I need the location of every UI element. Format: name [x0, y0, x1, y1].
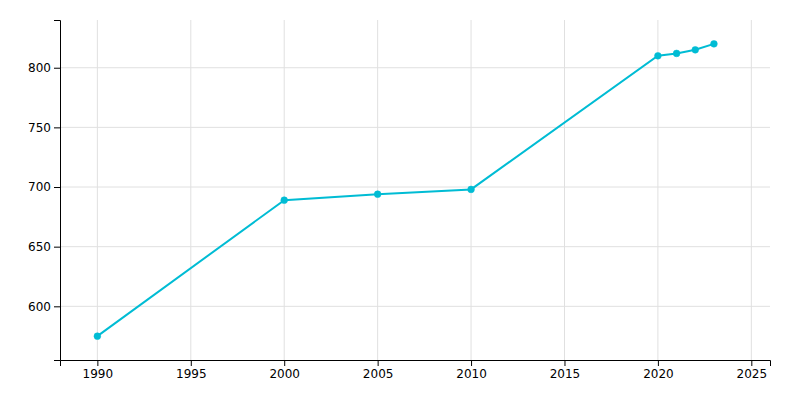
tick-label: 2020 — [643, 367, 674, 381]
marker — [692, 46, 699, 53]
marker — [281, 197, 288, 204]
marker — [655, 52, 662, 59]
axis-line — [61, 361, 771, 367]
tick: 600 — [28, 300, 60, 314]
marker — [673, 50, 680, 57]
tick-label: 1990 — [83, 367, 114, 381]
tick-label: 800 — [28, 61, 51, 75]
tick: 700 — [28, 180, 60, 194]
tick: 2025 — [737, 360, 768, 381]
tick-mark — [284, 360, 285, 366]
tick-mark — [751, 360, 752, 366]
series — [94, 40, 717, 339]
tick-label: 2015 — [550, 367, 581, 381]
tick-label: 2005 — [363, 367, 394, 381]
grid-line-x — [284, 20, 285, 360]
tick-mark — [658, 360, 659, 366]
plot: 1990 1995 2000 2005 2010 2015 2020 2025 600 650 70… — [28, 20, 770, 381]
grid-line-y — [60, 246, 770, 247]
tick-mark — [471, 360, 472, 366]
tick-mark — [54, 187, 60, 188]
tick: 2010 — [456, 360, 487, 381]
tick-label: 2000 — [269, 367, 300, 381]
y-axis: 600 650 700 750 800 — [28, 21, 60, 361]
tick-label: 600 — [28, 300, 51, 314]
line — [97, 44, 714, 336]
tick: 2005 — [363, 360, 394, 381]
grid-line-y — [60, 187, 770, 188]
grid-line-x — [97, 20, 98, 360]
tick: 650 — [28, 240, 60, 254]
tick-mark — [54, 68, 60, 69]
chart: 1990 1995 2000 2005 2010 2015 2020 2025 600 650 70… — [0, 0, 800, 400]
grid — [60, 20, 770, 360]
tick: 1990 — [83, 360, 114, 381]
x-axis: 1990 1995 2000 2005 2010 2015 2020 2025 — [61, 360, 771, 381]
tick-label: 750 — [28, 121, 51, 135]
tick-label: 2010 — [456, 367, 487, 381]
grid-line-y — [60, 67, 770, 68]
grid-line-x — [657, 20, 658, 360]
grid-line-x — [751, 20, 752, 360]
axis-line — [54, 21, 61, 361]
tick: 2000 — [269, 360, 300, 381]
marker — [711, 40, 718, 47]
tick-mark — [378, 360, 379, 366]
grid-line-x — [190, 20, 191, 360]
tick: 2015 — [550, 360, 581, 381]
tick: 800 — [28, 61, 60, 75]
tick-label: 700 — [28, 180, 51, 194]
grid-line-y — [60, 306, 770, 307]
tick-label: 650 — [28, 240, 51, 254]
tick-label: 1995 — [176, 367, 207, 381]
marker — [374, 191, 381, 198]
marker — [468, 186, 475, 193]
marker — [94, 333, 101, 340]
tick: 2020 — [643, 360, 674, 381]
tick-mark — [97, 360, 98, 366]
grid-line-x — [377, 20, 378, 360]
grid-line-x — [564, 20, 565, 360]
tick-mark — [191, 360, 192, 366]
tick-mark — [54, 127, 60, 128]
tick-mark — [54, 247, 60, 248]
tick: 750 — [28, 121, 60, 135]
tick-mark — [564, 360, 565, 366]
tick: 1995 — [176, 360, 207, 381]
tick-label: 2025 — [737, 367, 768, 381]
tick-mark — [54, 306, 60, 307]
grid-line-y — [60, 127, 770, 128]
